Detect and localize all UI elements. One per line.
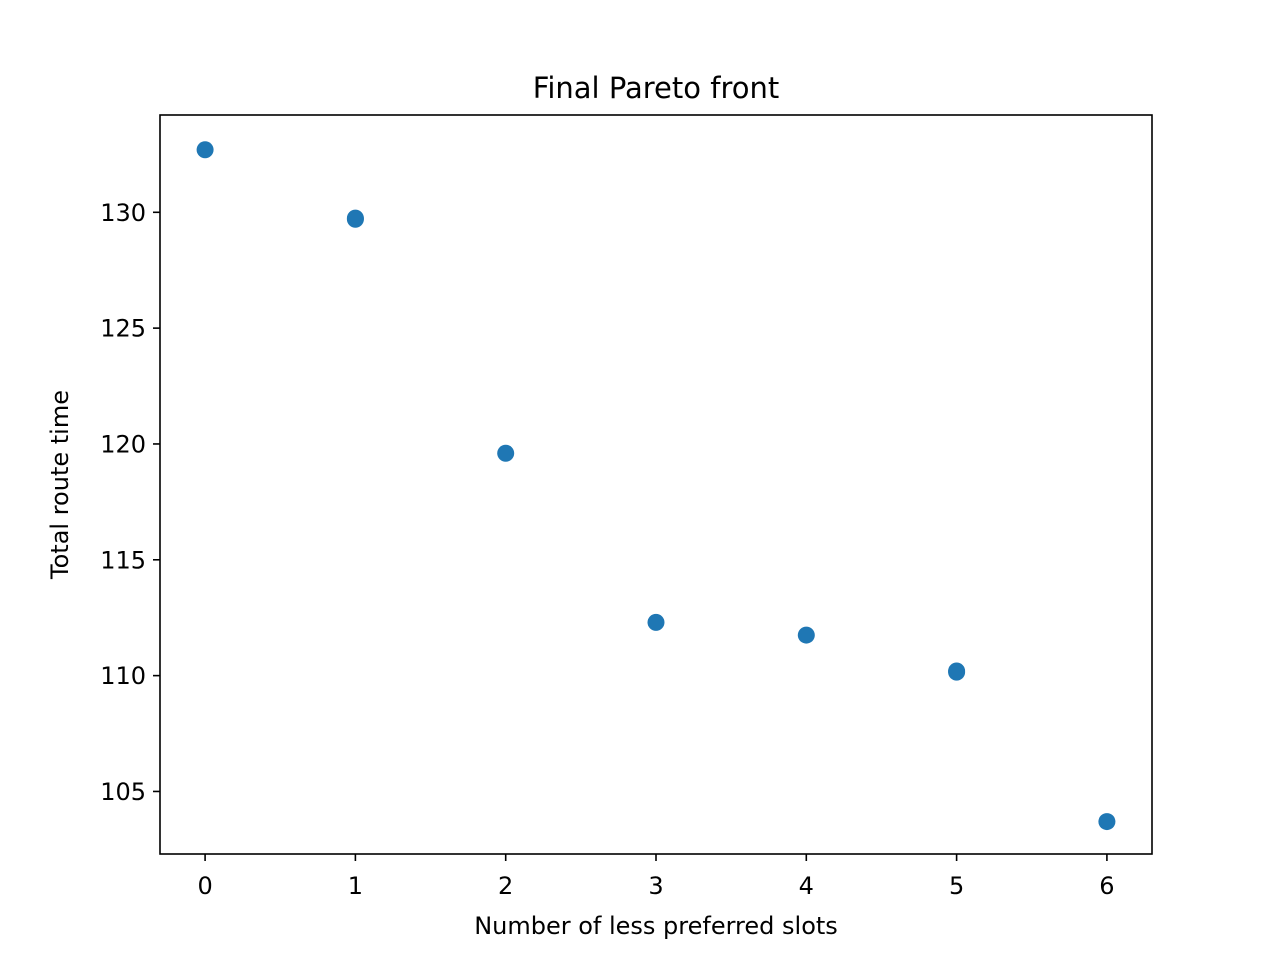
y-tick-label: 110: [100, 662, 146, 690]
scatter-point: [497, 444, 515, 462]
y-tick-label: 130: [100, 199, 146, 227]
tick-layer: 0 1 2 3 4 5 6 105 110 115 120 125 130: [100, 199, 1114, 900]
x-tick-label: 0: [197, 872, 212, 900]
x-tick-label: 5: [949, 872, 964, 900]
y-axis-title: Total route time: [46, 390, 74, 580]
scatter-point: [647, 613, 665, 631]
y-tick-label: 105: [100, 778, 146, 806]
y-tick-label: 125: [100, 315, 146, 343]
y-tick-label: 120: [100, 430, 146, 458]
scatter-point: [948, 662, 966, 680]
scatter-point: [797, 626, 815, 644]
y-tick-label: 115: [100, 546, 146, 574]
scatter-point: [196, 141, 214, 159]
x-tick-label: 2: [498, 872, 513, 900]
plot-area-frame: [159, 114, 1153, 855]
x-tick-label: 6: [1099, 872, 1114, 900]
x-tick-label: 1: [348, 872, 363, 900]
x-axis-title: Number of less preferred slots: [474, 912, 838, 940]
x-tick-label: 3: [648, 872, 663, 900]
scatter-point: [346, 209, 364, 227]
points-layer: [196, 141, 1116, 831]
scatter-point: [1098, 813, 1116, 831]
chart-title: Final Pareto front: [533, 71, 779, 105]
x-tick-label: 4: [799, 872, 814, 900]
